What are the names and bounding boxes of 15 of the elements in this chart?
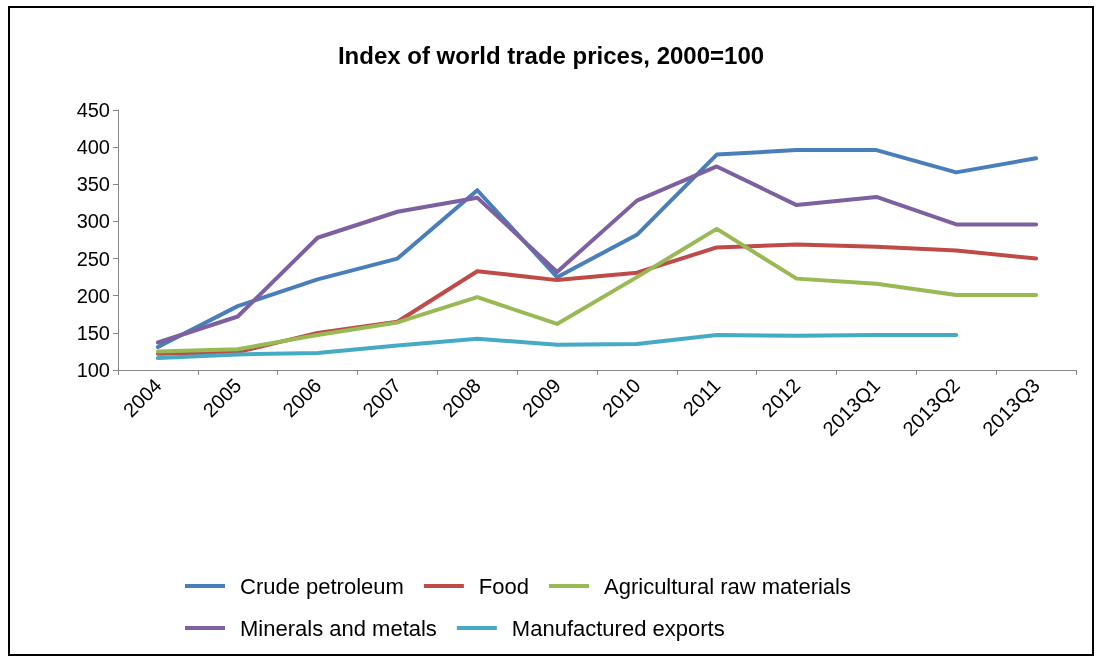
legend-label: Food [478,573,530,599]
legend-label: Minerals and metals [240,615,437,641]
y-tick-label: 100 [76,359,110,381]
y-tick-label: 150 [76,321,110,344]
legend-label: Manufactured exports [511,615,725,641]
y-tick-label: 350 [76,173,110,196]
y-tick-label: 250 [76,247,110,270]
legend-label: Crude petroleum [240,573,404,599]
y-tick-label: 400 [76,136,110,159]
y-tick-label: 450 [76,99,110,121]
chart-title: Index of world trade prices, 2000=100 [337,41,765,69]
line-series [155,333,959,361]
y-tick-label: 300 [76,210,110,233]
y-tick-label: 200 [76,284,110,307]
legend-label: Agricultural raw materials [604,573,851,599]
